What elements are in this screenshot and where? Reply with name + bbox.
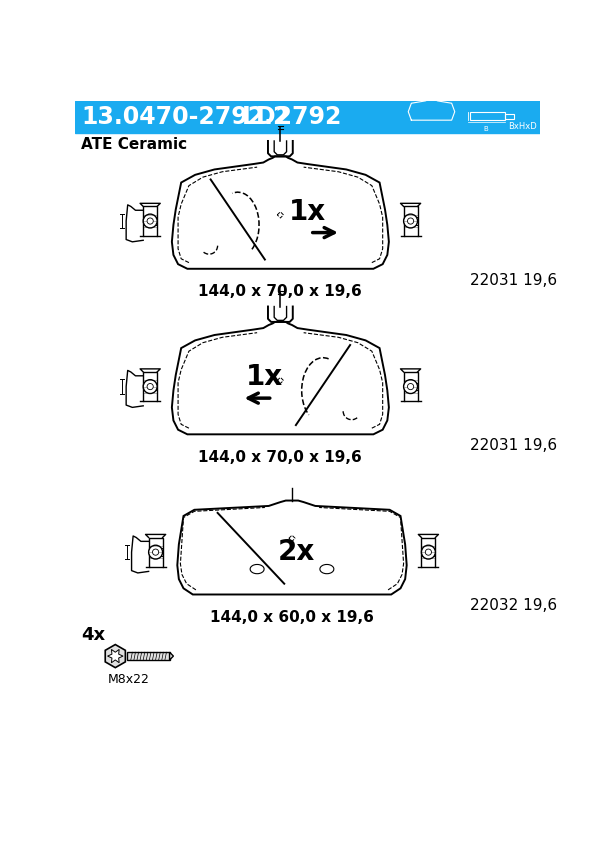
Polygon shape: [172, 156, 389, 269]
Circle shape: [425, 549, 431, 555]
Bar: [421, 537, 436, 567]
Circle shape: [147, 383, 153, 389]
Text: ATE Ceramic: ATE Ceramic: [81, 137, 187, 152]
Text: 22031 19,6: 22031 19,6: [470, 272, 557, 288]
Bar: [127, 653, 170, 660]
Text: B: B: [484, 125, 488, 131]
Polygon shape: [178, 500, 407, 595]
Polygon shape: [107, 649, 123, 663]
Bar: [470, 113, 505, 120]
Bar: [404, 206, 418, 235]
Text: LD2792: LD2792: [242, 105, 342, 129]
Circle shape: [421, 545, 436, 559]
Circle shape: [404, 379, 418, 394]
Circle shape: [404, 214, 418, 228]
Circle shape: [407, 383, 413, 389]
Bar: [149, 537, 163, 567]
Circle shape: [147, 218, 153, 224]
Polygon shape: [172, 322, 389, 434]
Bar: [505, 114, 514, 119]
Text: 144,0 x 60,0 x 19,6: 144,0 x 60,0 x 19,6: [210, 610, 374, 625]
Text: 4x: 4x: [81, 626, 106, 643]
Text: 22032 19,6: 22032 19,6: [470, 598, 557, 613]
Circle shape: [143, 214, 157, 228]
Text: M8x22: M8x22: [107, 673, 149, 686]
Text: 144,0 x 70,0 x 19,6: 144,0 x 70,0 x 19,6: [199, 284, 362, 299]
Text: 2x: 2x: [277, 538, 314, 566]
Text: 144,0 x 70,0 x 19,6: 144,0 x 70,0 x 19,6: [199, 450, 362, 465]
Bar: [143, 206, 157, 235]
Circle shape: [143, 379, 157, 394]
Text: BxHxD: BxHxD: [508, 122, 537, 131]
Circle shape: [407, 218, 413, 224]
Text: 13.0470-2792.2: 13.0470-2792.2: [81, 105, 290, 129]
Text: 1x: 1x: [247, 363, 283, 391]
Polygon shape: [105, 644, 125, 668]
Circle shape: [152, 549, 159, 555]
Bar: [143, 372, 157, 401]
Text: 22031 19,6: 22031 19,6: [470, 438, 557, 453]
Polygon shape: [170, 653, 173, 660]
Circle shape: [149, 545, 163, 559]
Text: 1x: 1x: [289, 198, 326, 225]
Bar: [404, 372, 418, 401]
Bar: [75, 101, 540, 133]
